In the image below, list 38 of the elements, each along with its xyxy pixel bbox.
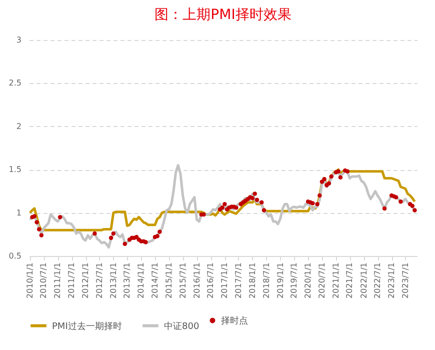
x-tick-label: 2019/7/1	[290, 262, 299, 298]
x-tick-label: 2016/1/1	[192, 262, 202, 298]
chart-title: 图：上期PMI择时效果	[154, 7, 292, 23]
y-tick-label: 1.5	[8, 165, 22, 174]
x-tick-label: 2015/7/1	[178, 262, 188, 298]
legend-label: PMI过去一期择时	[52, 320, 122, 332]
x-tick-label: 2014/7/1	[150, 262, 160, 298]
legend-label: 择时点	[221, 316, 248, 326]
x-tick-label: 2022/1/1	[359, 262, 368, 298]
x-tick-label: 2010/1/1	[25, 262, 34, 298]
x-tick-label: 2011/1/1	[53, 262, 62, 298]
x-tick-label: 2016/7/1	[206, 262, 216, 298]
legend-label: 中证800	[164, 320, 200, 332]
x-tick-label: 2017/1/1	[220, 262, 230, 298]
x-tick-label: 2023/7/1	[400, 262, 410, 298]
x-tick-label: 2017/7/1	[234, 262, 243, 298]
x-tick-label: 2020/1/1	[304, 262, 313, 298]
x-tick-label: 2022/7/1	[373, 262, 382, 298]
x-tick-label: 2021/7/1	[345, 262, 354, 298]
x-tick-label: 2023/1/1	[387, 262, 396, 298]
x-tick-label: 2014/1/1	[136, 262, 146, 298]
y-tick-label: 2.5	[8, 78, 22, 88]
x-tick-label: 2012/1/1	[81, 262, 90, 298]
x-tick-label: 2019/1/1	[276, 262, 285, 298]
x-tick-label: 2010/7/1	[39, 262, 48, 298]
x-tick-label: 2013/1/1	[108, 262, 118, 298]
y-tick-label: 3	[16, 36, 22, 44]
y-tick-label: 0.5	[8, 252, 22, 260]
x-tick-label: 2012/7/1	[94, 262, 104, 298]
x-tick-label: 2020/7/1	[317, 262, 326, 298]
x-tick-label: 2013/7/1	[122, 262, 132, 298]
y-tick-label: 1	[16, 208, 22, 218]
x-tick-label: 2018/7/1	[262, 262, 271, 298]
x-tick-label: 2015/1/1	[164, 262, 174, 298]
x-tick-label: 2018/1/1	[248, 262, 257, 298]
x-tick-label: 2011/7/1	[67, 262, 76, 298]
y-tick-label: 2	[16, 122, 22, 131]
x-tick-label: 2021/1/1	[331, 262, 340, 298]
